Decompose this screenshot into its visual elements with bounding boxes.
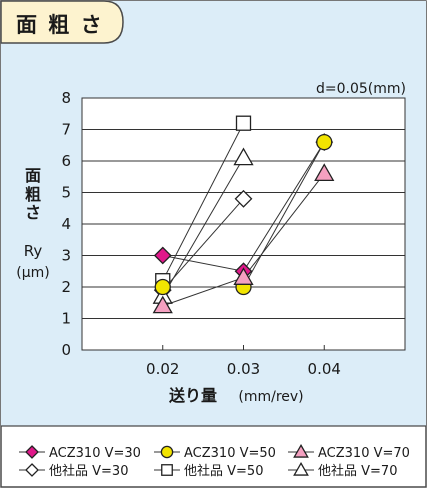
legend-label: ACZ310 V=30 <box>49 446 141 461</box>
legend-label: 他社品 V=70 <box>318 463 397 479</box>
legend-label: 他社品 V=50 <box>184 463 263 479</box>
series-markers <box>152 115 335 314</box>
data-point <box>316 133 333 151</box>
series-line <box>162 198 244 291</box>
ylabel-line-1: 面 <box>25 166 41 185</box>
legend-marker <box>25 445 39 459</box>
y-tick-label: 3 <box>61 247 71 265</box>
data-point <box>233 267 254 285</box>
xlabel-unit: (mm/rev) <box>238 389 303 405</box>
data-point <box>152 295 173 314</box>
legend-label: ACZ310 V=50 <box>184 446 276 461</box>
series-line <box>162 122 244 281</box>
xlabel-main: 送り量 <box>168 386 217 405</box>
x-tick-labels: 0.02 0.03 0.04 <box>146 360 341 378</box>
y-tick-label: 4 <box>61 215 71 233</box>
x-tick-label: 0.04 <box>308 360 341 378</box>
x-tick-label: 0.02 <box>146 360 179 378</box>
y-tick-label: 8 <box>61 89 71 107</box>
y-tick-label: 0 <box>61 341 71 359</box>
x-tick-label: 0.03 <box>227 360 260 378</box>
legend-label: 他社品 V=30 <box>49 463 128 479</box>
legend-marker <box>161 464 173 476</box>
y-tick-label: 2 <box>61 278 71 296</box>
legend-label: ACZ310 V=70 <box>318 446 410 461</box>
page-title: 面 粗 さ <box>16 13 104 37</box>
legend-marker <box>293 443 309 458</box>
legend-marker <box>25 463 39 477</box>
data-point <box>153 246 172 265</box>
y-tick-label: 1 <box>61 310 71 328</box>
y-tick-label: 6 <box>61 152 71 170</box>
data-point <box>233 147 254 166</box>
data-point <box>154 278 171 296</box>
ylabel-line-2: 粗 <box>25 185 41 204</box>
ylabel-symbol: Ry <box>24 242 43 260</box>
ylabel-line-3: さ <box>25 203 41 222</box>
data-point <box>235 115 252 131</box>
y-tick-label: 5 <box>61 184 71 202</box>
data-point <box>234 189 253 208</box>
ylabel-unit: (μm) <box>16 265 49 281</box>
legend-marker <box>160 445 174 459</box>
header-tab <box>0 0 124 44</box>
series-line <box>162 157 244 297</box>
legend: ACZ310 V=30 ACZ310 V=50 ACZ310 V=70 他社品 V=3… <box>19 443 410 479</box>
depth-annotation: d=0.05(mm) <box>316 81 406 97</box>
data-point <box>314 163 335 182</box>
y-tick-label: 7 <box>61 121 71 139</box>
y-tick-labels: 0 1 2 3 4 5 6 7 8 <box>61 89 71 359</box>
legend-marker <box>293 461 309 476</box>
